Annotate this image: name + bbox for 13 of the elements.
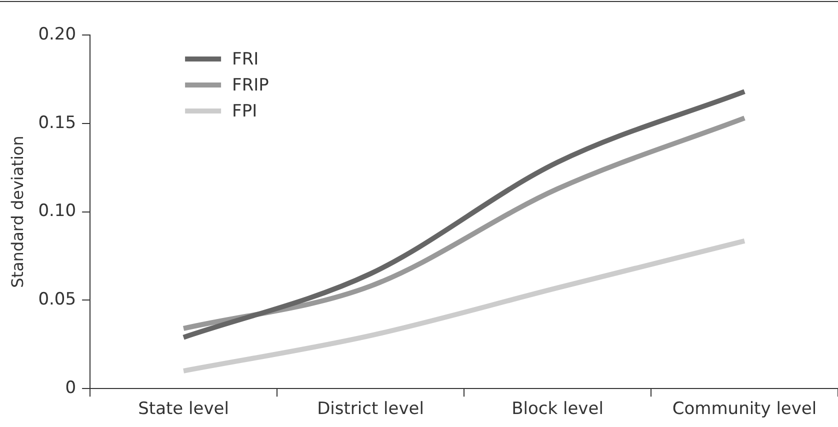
y-tick-label: 0.15 — [38, 112, 76, 133]
y-tick-label: 0.05 — [38, 290, 76, 310]
y-axis-title: Standard deviation — [8, 136, 27, 288]
x-tick-label: District level — [317, 399, 424, 420]
y-tick-label: 0.20 — [38, 24, 76, 44]
legend-label: FPI — [232, 101, 258, 122]
y-tick-label: 0 — [65, 378, 76, 398]
legend-label: FRIP — [232, 75, 269, 96]
legend-label: FRI — [232, 49, 259, 70]
y-tick-label: 0.10 — [38, 201, 76, 222]
x-tick-label: Block level — [512, 399, 604, 420]
x-tick-label: Community level — [672, 399, 817, 420]
x-tick-label: State level — [138, 399, 229, 420]
